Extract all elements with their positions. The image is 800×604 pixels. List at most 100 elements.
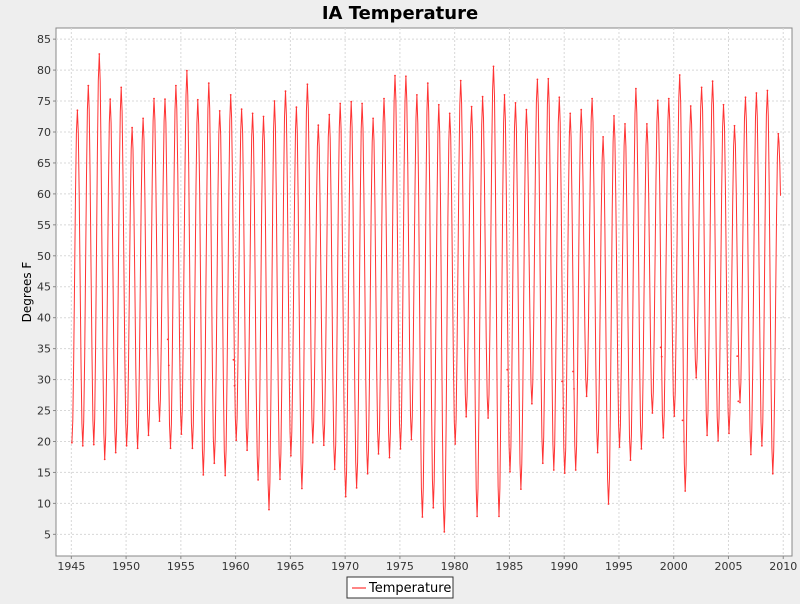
data-point: [410, 438, 413, 441]
data-point: [563, 472, 566, 474]
data-point: [574, 469, 577, 471]
data-point: [572, 370, 574, 373]
series-line-temperature: [71, 53, 781, 533]
data-point: [682, 440, 685, 443]
data-point: [246, 449, 249, 452]
data-point: [377, 453, 380, 455]
data-point: [273, 100, 276, 102]
data-point: [426, 82, 429, 84]
data-point: [290, 454, 292, 457]
data-point: [514, 102, 517, 104]
data-point: [498, 515, 500, 518]
data-point: [166, 338, 169, 341]
data-point: [147, 434, 150, 437]
data-point: [191, 447, 194, 450]
data-point: [279, 478, 281, 481]
data-point: [667, 97, 670, 100]
y-tick-label: 15: [37, 466, 51, 479]
data-point: [81, 444, 84, 447]
x-tick-label: 1980: [441, 560, 469, 573]
data-point: [421, 516, 424, 518]
data-point: [399, 448, 402, 450]
x-axis: 1945 1950 1955 1960 1965 1970 1975 1980 1985 1990…: [57, 556, 797, 573]
data-point: [218, 110, 221, 112]
data-point: [87, 84, 90, 87]
data-point: [541, 462, 544, 465]
data-point: [98, 53, 101, 55]
data-point: [681, 419, 684, 422]
data-point: [388, 456, 391, 459]
data-point: [660, 355, 663, 358]
data-point: [717, 440, 719, 442]
data-point: [350, 100, 353, 103]
data-point: [525, 108, 528, 111]
data-point: [678, 74, 681, 76]
data-point: [651, 412, 654, 414]
data-point: [602, 136, 604, 138]
data-point: [646, 123, 648, 125]
legend: Temperature: [346, 576, 454, 599]
y-tick-label: 40: [37, 312, 51, 325]
x-tick-label: 1975: [386, 560, 414, 573]
data-point: [656, 99, 659, 102]
data-point: [109, 98, 112, 101]
data-point: [659, 346, 662, 349]
x-tick-label: 1945: [57, 560, 85, 573]
data-point: [470, 105, 473, 108]
data-point: [103, 458, 106, 461]
data-point: [507, 385, 510, 388]
data-point: [755, 92, 758, 94]
data-point: [750, 453, 752, 456]
data-point: [125, 444, 128, 447]
legend-box: [346, 576, 454, 599]
data-point: [311, 441, 314, 444]
data-point: [492, 65, 495, 68]
data-point: [284, 90, 287, 92]
data-point: [562, 407, 564, 409]
series-points-temperature: [71, 53, 780, 533]
y-tick-label: 50: [37, 250, 51, 263]
data-point: [531, 402, 533, 405]
x-tick-label: 1970: [331, 560, 359, 573]
x-tick-label: 1965: [276, 560, 304, 573]
y-tick-label: 45: [37, 281, 51, 294]
data-point: [322, 444, 325, 447]
data-point: [306, 83, 309, 86]
data-point: [233, 384, 236, 387]
data-point: [383, 97, 385, 100]
data-point: [706, 434, 708, 437]
data-point: [476, 515, 478, 518]
data-point: [235, 439, 238, 442]
data-point: [465, 415, 468, 418]
data-point: [136, 447, 139, 450]
series-layer: [71, 53, 781, 533]
x-tick-label: 1995: [605, 560, 633, 573]
data-point: [295, 106, 298, 109]
data-point: [416, 94, 418, 96]
data-point: [596, 451, 599, 454]
data-point: [736, 355, 739, 357]
data-point: [114, 451, 117, 454]
data-point: [629, 459, 632, 461]
y-tick-label: 35: [37, 343, 51, 356]
y-tick-label: 85: [37, 33, 51, 46]
data-point: [520, 488, 522, 490]
data-point: [591, 97, 593, 100]
data-point: [120, 86, 123, 89]
data-point: [635, 87, 637, 90]
data-point: [262, 115, 265, 118]
data-point: [739, 401, 741, 404]
data-point: [328, 113, 331, 116]
x-tick-label: 1955: [167, 560, 195, 573]
data-point: [224, 474, 227, 477]
data-point: [240, 108, 243, 110]
data-point: [777, 132, 780, 135]
data-point: [76, 109, 79, 112]
data-point: [167, 364, 170, 367]
data-point: [728, 432, 730, 435]
data-point: [394, 74, 396, 77]
data-point: [232, 358, 235, 361]
data-point: [301, 487, 303, 490]
grid-lines: [56, 28, 792, 556]
